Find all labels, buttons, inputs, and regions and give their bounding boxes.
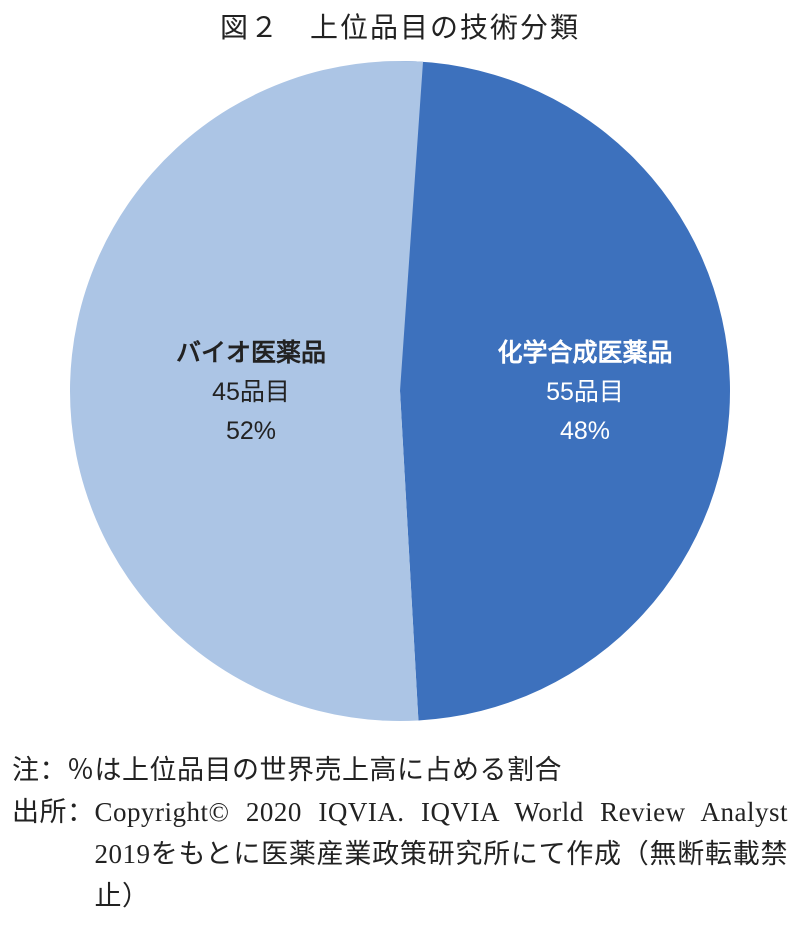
slice-percent-chemical: 48% xyxy=(485,412,685,451)
slice-name-bio: バイオ医薬品 xyxy=(151,334,351,373)
pie-chart: 化学合成医薬品 55品目 48% バイオ医薬品 45品目 52% xyxy=(65,56,735,726)
slice-percent-bio: 52% xyxy=(151,412,351,451)
slice-count-chemical: 55品目 xyxy=(485,373,685,412)
source-body: Copyright© 2020 IQVIA. IQVIA World Revie… xyxy=(95,792,789,918)
source-row: 出所： Copyright© 2020 IQVIA. IQVIA World R… xyxy=(12,792,788,918)
note-row: 注： ％は上位品目の世界売上高に占める割合 xyxy=(12,750,788,792)
slice-label-bio: バイオ医薬品 45品目 52% xyxy=(151,334,351,450)
slice-label-chemical: 化学合成医薬品 55品目 48% xyxy=(485,334,685,450)
note-head: 注： xyxy=(12,750,67,792)
footer-notes: 注： ％は上位品目の世界売上高に占める割合 出所： Copyright© 202… xyxy=(12,750,788,917)
source-head: 出所： xyxy=(12,792,95,918)
chart-title: 図２ 上位品目の技術分類 xyxy=(0,0,800,56)
slice-name-chemical: 化学合成医薬品 xyxy=(485,334,685,373)
slice-count-bio: 45品目 xyxy=(151,373,351,412)
note-body: ％は上位品目の世界売上高に占める割合 xyxy=(67,750,788,792)
